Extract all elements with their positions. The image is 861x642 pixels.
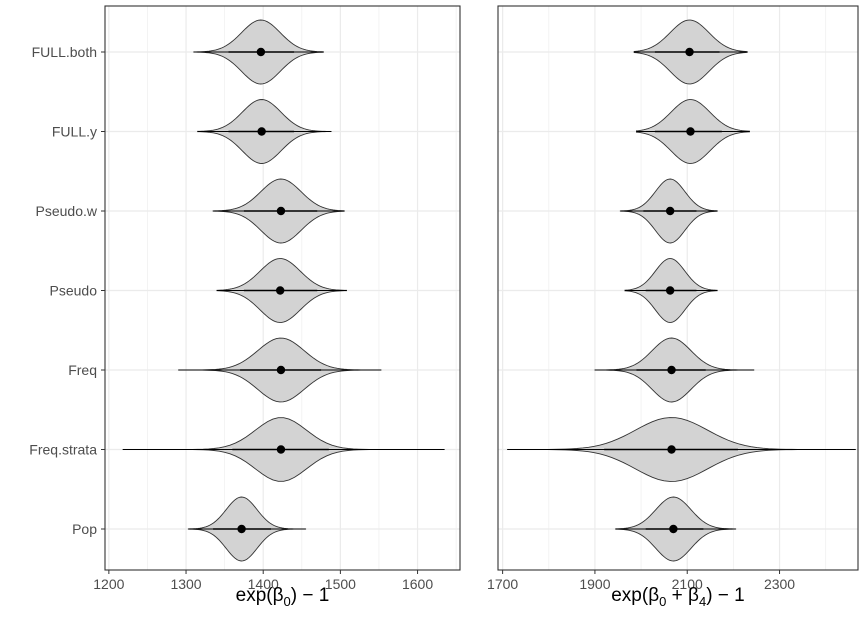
mean-point	[665, 286, 675, 295]
mean-point	[276, 365, 286, 375]
x-tick-label: 1400	[248, 576, 279, 592]
axis-title-part: +	[666, 585, 688, 606]
mean-point	[276, 445, 286, 454]
x-axis-title: exp(β0) − 1	[236, 585, 330, 609]
axis-title-part: 4	[699, 594, 706, 609]
category-label: FULL.y	[52, 124, 97, 140]
mean-point	[257, 127, 266, 136]
mean-point	[685, 47, 694, 57]
axis-title-part: β	[273, 585, 284, 606]
mean-point	[667, 365, 676, 375]
axis-title-part: exp(	[236, 585, 274, 606]
category-label: Pop	[72, 521, 97, 537]
axis-title-part: ) − 1	[706, 585, 745, 606]
x-tick-label: 1200	[93, 576, 124, 592]
x-tick-label: 1600	[402, 576, 433, 592]
axis-title-part: 0	[659, 594, 666, 609]
category-label: FULL.both	[32, 44, 97, 60]
mean-point	[256, 47, 266, 57]
mean-point	[276, 206, 286, 216]
axis-title-part: ) − 1	[291, 585, 330, 606]
x-tick-label: 2100	[672, 576, 703, 592]
category-label: Freq	[68, 362, 97, 378]
mean-point	[275, 286, 285, 295]
x-axis-title: exp(β0 + β4) − 1	[611, 585, 745, 609]
x-tick-label: 1300	[170, 576, 201, 592]
category-label: Freq.strata	[29, 442, 97, 458]
x-tick-label: 1700	[487, 576, 518, 592]
axis-title-part: β	[688, 585, 699, 606]
category-label: Pseudo	[50, 283, 98, 299]
mean-point	[669, 524, 678, 534]
axis-title-part: β	[648, 585, 659, 606]
mean-point	[665, 206, 675, 216]
x-tick-label: 2300	[764, 576, 795, 592]
mean-point	[686, 127, 695, 136]
x-tick-label: 1500	[325, 576, 356, 592]
category-label: Pseudo.w	[36, 203, 98, 219]
panel-intercept: 1200 1300 1400 1500 1600 exp(β0) − 1	[93, 5, 461, 609]
category-labels: FULL.both FULL.y Pseudo.w Pseudo Freq Freq.st…	[29, 44, 98, 537]
panel-border	[497, 5, 859, 571]
mean-point	[237, 524, 246, 534]
x-tick-label: 1900	[579, 576, 610, 592]
axis-title-part: exp(	[611, 585, 649, 606]
axis-title-part: 0	[284, 594, 291, 609]
mean-point	[667, 445, 676, 454]
panel-border	[104, 5, 461, 571]
